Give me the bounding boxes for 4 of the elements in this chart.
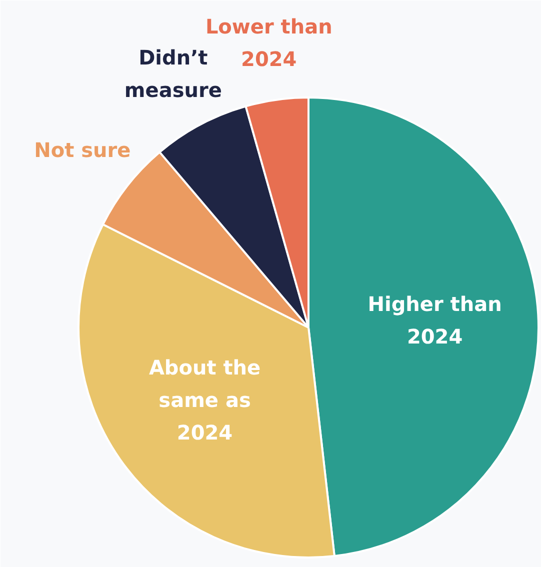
slice-label: Not sure: [34, 138, 131, 162]
slice-label: Didn’t measure: [124, 46, 222, 102]
slice-label: Higher than 2024: [368, 292, 502, 349]
slice-label: About the same as 2024: [148, 356, 261, 444]
